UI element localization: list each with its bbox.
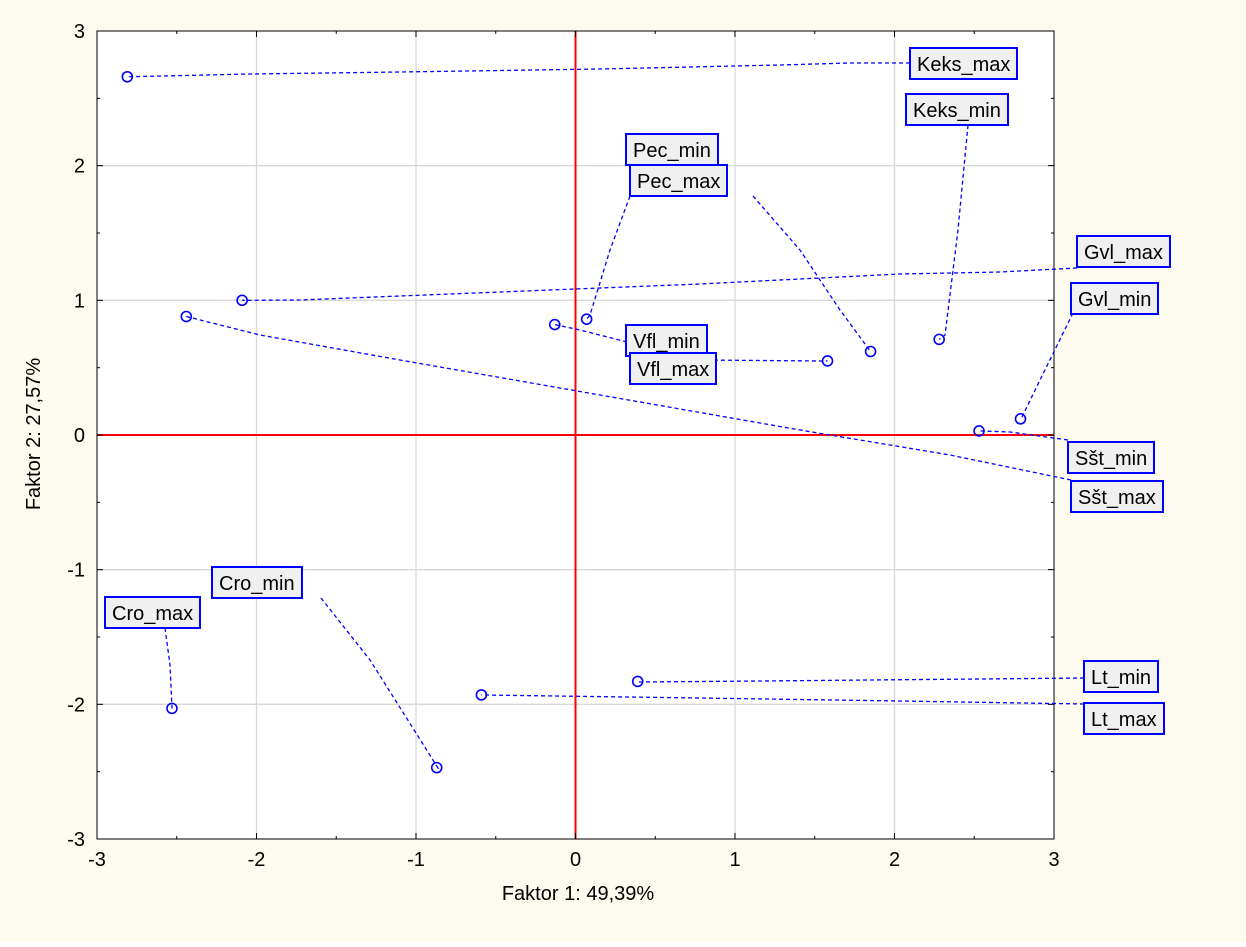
point-label: Cro_max <box>104 596 201 629</box>
x-tick-label: -3 <box>88 849 106 871</box>
point-label-box <box>1076 235 1171 268</box>
data-point <box>236 294 248 307</box>
point-label: Pec_min <box>625 133 719 166</box>
leader-line <box>164 627 173 709</box>
data-point <box>864 345 877 358</box>
data-point <box>430 761 443 774</box>
point-label-box <box>211 566 303 599</box>
point-label: Gvl_max <box>1076 235 1171 268</box>
point-label: Sšt_min <box>1067 441 1155 474</box>
x-tick-labels: -3 -2 -1 0 1 2 3 <box>88 849 1059 871</box>
point-label-box <box>629 352 717 385</box>
data-point <box>973 425 985 437</box>
point-label-text: Vfl_max <box>637 359 709 381</box>
x-tick-label: -1 <box>407 849 425 871</box>
point-label-text: Keks_min <box>913 100 1001 122</box>
y-tick-label: 2 <box>74 156 85 178</box>
point-label-text: Cro_max <box>112 603 193 625</box>
point-label-box <box>104 596 201 629</box>
point-label-box <box>625 324 708 357</box>
y-tick-label: 1 <box>74 290 85 312</box>
point-label: Cro_min <box>211 566 303 599</box>
leader-line <box>481 694 1085 705</box>
point-label-text: Pec_max <box>637 171 720 193</box>
leader-line <box>186 315 1072 481</box>
point-label-box <box>1070 282 1159 315</box>
x-tick-label: -2 <box>248 849 266 871</box>
leader-line <box>242 267 1078 301</box>
point-label-box <box>1083 660 1159 693</box>
x-tick-label: 2 <box>889 849 900 871</box>
point-label-text: Sšt_min <box>1075 448 1147 470</box>
data-point <box>548 318 561 331</box>
axis-ticks <box>96 30 1055 840</box>
point-label-text: Sšt_max <box>1078 487 1156 509</box>
point-label-box <box>625 133 719 166</box>
leader-line <box>127 62 910 78</box>
data-point <box>166 702 178 715</box>
y-tick-label: -3 <box>67 829 85 851</box>
y-tick-label: -1 <box>67 560 85 582</box>
x-tick-label: 1 <box>729 849 740 871</box>
point-label-box <box>1067 441 1155 474</box>
data-point <box>933 333 945 346</box>
leader-line <box>979 430 1069 441</box>
point-label-text: Cro_min <box>219 573 295 595</box>
point-label: Keks_max <box>909 47 1018 80</box>
point-label-box <box>629 164 728 197</box>
data-point <box>121 70 134 83</box>
point-label-box <box>1083 702 1165 735</box>
y-axis-label: Faktor 2: 27,57% <box>23 358 45 511</box>
point-label-text: Gvl_min <box>1078 289 1151 311</box>
point-label: Lt_min <box>1083 660 1159 693</box>
point-label-text: Lt_max <box>1091 709 1157 731</box>
leader-line <box>938 124 969 340</box>
data-point <box>180 310 193 323</box>
x-tick-label: 3 <box>1048 849 1059 871</box>
leader-line <box>1020 312 1074 420</box>
data-point <box>475 689 488 701</box>
point-label: Vfl_max <box>629 352 717 385</box>
point-label-text: Lt_min <box>1091 667 1151 689</box>
point-label-text: Keks_max <box>917 54 1010 76</box>
point-label-text: Gvl_max <box>1084 242 1163 264</box>
point-label-box <box>1070 480 1164 513</box>
leader-line <box>586 195 631 320</box>
data-point <box>821 355 834 367</box>
y-tick-labels: -3 -2 -1 0 1 2 3 <box>67 21 85 851</box>
data-point <box>580 313 593 325</box>
y-tick-label: -2 <box>67 694 85 716</box>
data-point <box>1014 413 1027 425</box>
data-point <box>631 675 644 688</box>
x-tick-label: 0 <box>570 849 581 871</box>
point-label-text: Pec_min <box>633 140 711 162</box>
point-labels: Keks_max Keks_min Pec_min Pec_max Gvl_max Gvl… <box>104 47 1171 735</box>
leader-line <box>554 323 628 343</box>
data-points <box>121 70 1027 774</box>
point-label-box <box>905 93 1009 126</box>
point-label: Vfl_min <box>625 324 708 357</box>
leader-lines <box>127 62 1085 770</box>
y-tick-label: 3 <box>74 21 85 43</box>
point-label-text: Vfl_min <box>633 331 700 353</box>
point-label: Sšt_max <box>1070 480 1164 513</box>
point-label: Gvl_min <box>1070 282 1159 315</box>
leader-line <box>320 597 440 770</box>
point-label: Keks_min <box>905 93 1009 126</box>
zero-axes <box>97 31 1054 839</box>
point-label: Pec_max <box>629 164 728 197</box>
point-label-box <box>909 47 1018 80</box>
point-label: Lt_max <box>1083 702 1165 735</box>
leader-line <box>752 195 872 352</box>
leader-line <box>637 677 1085 683</box>
y-tick-label: 0 <box>74 425 85 447</box>
x-axis-label: Faktor 1: 49,39% <box>502 883 655 905</box>
